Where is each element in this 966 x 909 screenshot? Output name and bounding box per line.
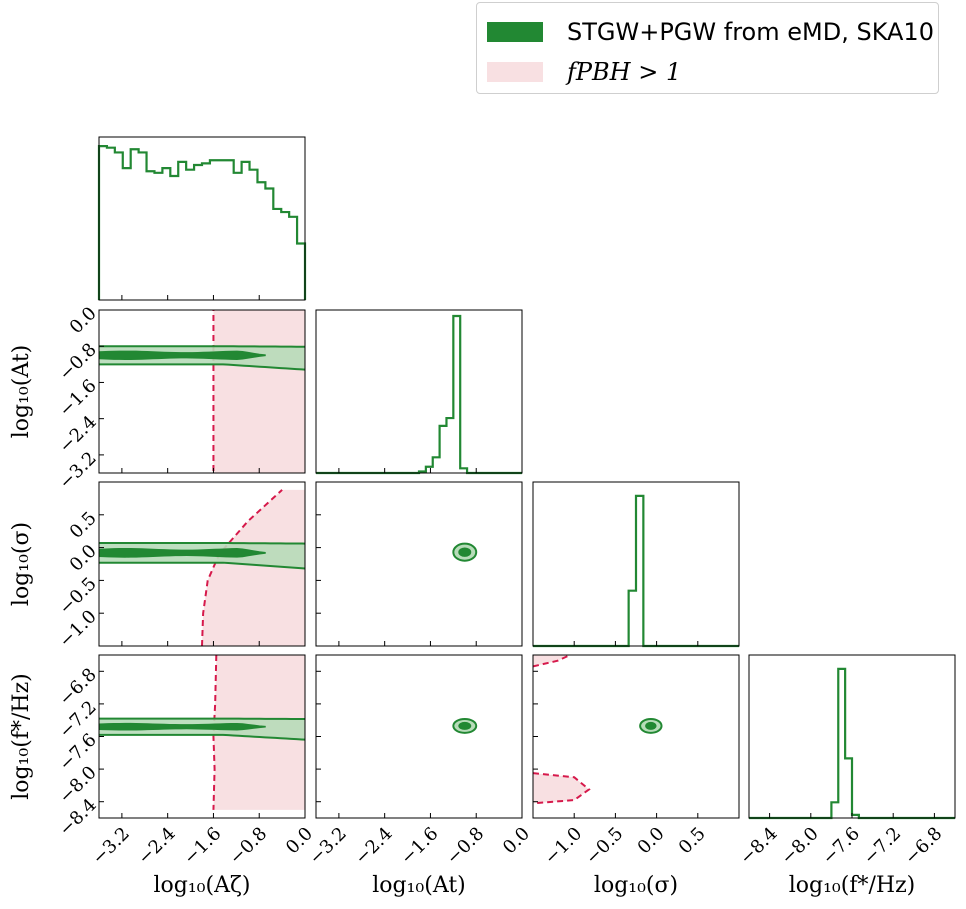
y-tick-label: −7.2 <box>55 697 101 743</box>
fpbh-boundary <box>533 655 571 668</box>
x-tick-label: −1.6 <box>397 823 443 869</box>
posterior-0-1 <box>99 345 305 371</box>
fpbh-region <box>533 655 571 667</box>
x-tick-label: −7.6 <box>818 823 864 869</box>
panel-frame-0-0 <box>98 136 306 301</box>
y-tick-label: −7.6 <box>55 729 101 775</box>
x-tick-label: −1.6 <box>180 823 226 869</box>
x-tick-label: −8.4 <box>736 823 782 869</box>
y-tick-label: −6.8 <box>55 664 101 710</box>
legend: STGW+PGW from eMD, SKA10 fPBH > 1 <box>476 2 939 94</box>
x-tick-label: −3.2 <box>305 823 351 869</box>
contour-inner <box>458 721 472 730</box>
x-tick-label: 0.5 <box>675 823 710 858</box>
x-tick-label: −6.8 <box>901 823 947 869</box>
x-tick-label: −0.8 <box>225 823 271 869</box>
x-tick-label: −2.4 <box>134 823 180 869</box>
y-tick-label: 0.5 <box>66 508 101 543</box>
y-tick-label: −0.8 <box>55 339 101 385</box>
fpbh-exclusion-0-2 <box>201 489 305 646</box>
y-tick-label: 0.0 <box>66 541 101 576</box>
fpbh-region <box>213 310 305 473</box>
panel-frame-3-1 <box>315 654 523 819</box>
x-tick-label: −1.0 <box>540 823 586 869</box>
x-tick-label: 0.0 <box>499 823 534 858</box>
posterior-1-3 <box>452 717 478 734</box>
histogram-0 <box>97 145 307 300</box>
legend-item-stgw: STGW+PGW from eMD, SKA10 <box>487 17 934 47</box>
contour-inner <box>645 721 657 730</box>
histogram-2 <box>533 494 739 648</box>
x-tick-label: −3.2 <box>88 823 134 869</box>
x-axis-title-1: log₁₀(At) <box>372 873 466 898</box>
y-tick-label: −1.6 <box>55 375 101 421</box>
posterior-1-2 <box>452 542 478 562</box>
y-tick-label: −2.4 <box>55 412 101 458</box>
x-axis-title-3: log₁₀(f*/Hz) <box>789 873 916 898</box>
legend-swatch-green <box>487 22 543 42</box>
panel-frame-1-1 <box>315 309 523 474</box>
fpbh-exclusion-2-3 <box>533 655 591 805</box>
fpbh-boundary <box>212 655 218 810</box>
x-tick-label: −8.0 <box>777 823 823 869</box>
panel-frame-2-1 <box>315 481 523 647</box>
panel-frame-2-0 <box>98 481 306 647</box>
y-tick-label: −8.0 <box>55 762 101 808</box>
x-tick-label: −0.5 <box>582 823 628 869</box>
legend-item-fpbh: fPBH > 1 <box>487 57 681 87</box>
y-tick-label: −8.4 <box>55 795 101 841</box>
contour-inner <box>99 547 266 558</box>
histogram-3 <box>749 667 955 820</box>
x-tick-label: −7.2 <box>859 823 905 869</box>
histogram-1 <box>316 314 522 475</box>
y-axis-title-1: log₁₀(At) <box>9 345 34 439</box>
x-axis-title-0: log₁₀(Aζ) <box>154 873 251 898</box>
fpbh-boundary <box>201 489 283 646</box>
legend-swatch-pink <box>487 62 543 82</box>
fpbh-region <box>533 773 590 804</box>
y-axis-title-2: log₁₀(σ) <box>9 522 34 606</box>
posterior-0-2 <box>99 542 305 570</box>
x-tick-label: 0.0 <box>634 823 669 858</box>
posterior-0-3 <box>99 717 305 741</box>
fpbh-exclusion-0-1 <box>212 310 305 473</box>
fpbh-boundary <box>533 772 591 805</box>
fpbh-region <box>202 489 305 646</box>
legend-label-fpbh: fPBH > 1 <box>567 58 682 86</box>
contour-inner <box>99 722 266 731</box>
legend-label-stgw: STGW+PGW from eMD, SKA10 <box>567 18 934 46</box>
posterior-2-3 <box>639 717 663 734</box>
contour-inner <box>458 547 472 557</box>
y-tick-label: 0.0 <box>66 303 101 338</box>
x-tick-label: −0.8 <box>442 823 488 869</box>
y-tick-label: −0.5 <box>55 573 101 619</box>
y-tick-label: −3.2 <box>55 448 101 494</box>
panel-frame-1-0 <box>98 309 306 474</box>
x-tick-label: −2.4 <box>351 823 397 869</box>
y-tick-label: −1.0 <box>55 606 101 652</box>
contour-inner <box>99 350 266 360</box>
x-axis-title-2: log₁₀(σ) <box>594 873 678 898</box>
panel-frame-2-2 <box>532 481 740 647</box>
y-axis-title-3: log₁₀(f*/Hz) <box>9 673 34 800</box>
